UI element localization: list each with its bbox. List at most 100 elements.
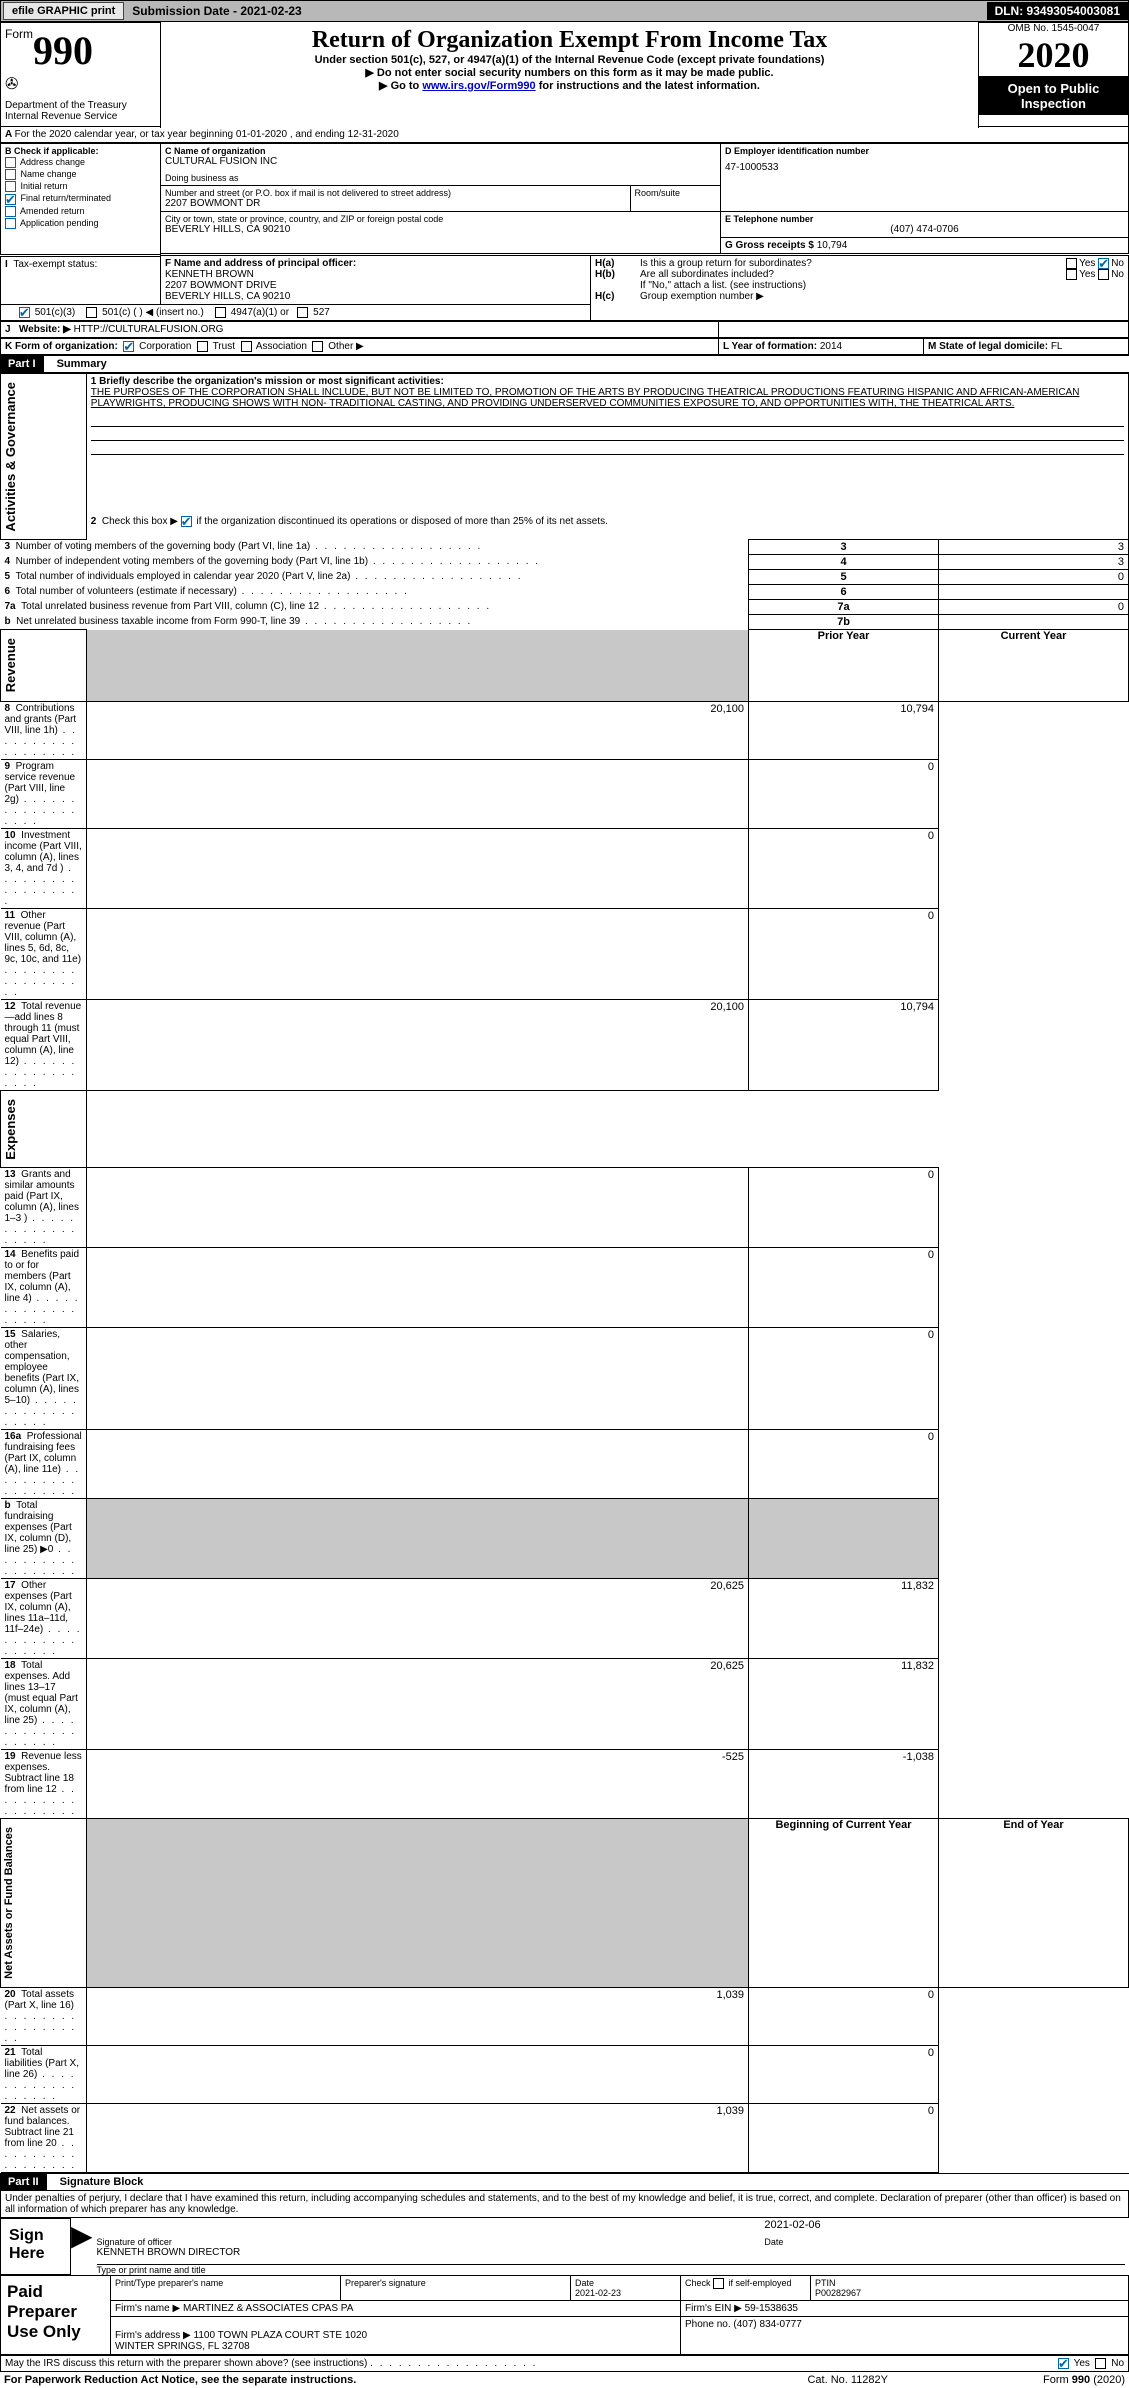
discuss-answer: Yes No [989, 2356, 1129, 2372]
efile-print-button[interactable]: efile GRAPHIC print [3, 2, 124, 20]
money-line: 8 Contributions and grants (Part VIII, l… [1, 701, 1129, 759]
line2-checkbox[interactable] [181, 516, 192, 527]
box-g: G Gross receipts $ 10,794 [721, 238, 1129, 254]
box-i: I Tax-exempt status: [1, 256, 161, 304]
501c-checkbox[interactable] [86, 307, 97, 318]
footer-left: For Paperwork Reduction Act Notice, see … [0, 2372, 755, 2388]
name-label: C Name of organization [165, 146, 716, 156]
discuss-question: May the IRS discuss this return with the… [1, 2356, 989, 2372]
part2-header: Part II Signature Block [0, 2173, 1129, 2191]
527-checkbox[interactable] [297, 307, 308, 318]
part1-body: Activities & Governance 1 Briefly descri… [0, 373, 1129, 2173]
room-label: Room/suite [630, 186, 720, 211]
box-b-title: B Check if applicable: [5, 146, 156, 156]
side-revenue: Revenue [1, 630, 87, 701]
money-line: 14 Benefits paid to or for members (Part… [1, 1248, 1129, 1328]
hb-yes-checkbox[interactable] [1066, 269, 1077, 280]
corp-checkbox[interactable] [123, 341, 134, 352]
gov-line: 6 Total number of volunteers (estimate i… [1, 585, 1129, 600]
side-expenses: Expenses [1, 1090, 87, 1168]
top-bar: efile GRAPHIC print Submission Date - 20… [0, 0, 1129, 22]
box-e: E Telephone number (407) 474-0706 [721, 212, 1129, 238]
dept-treasury: Department of the Treasury Internal Reve… [5, 100, 156, 122]
hb-note: If "No," attach a list. (see instruction… [640, 280, 1124, 291]
side-governance: Activities & Governance [1, 373, 87, 540]
money-line: 17 Other expenses (Part IX, column (A), … [1, 1579, 1129, 1659]
self-employed-checkbox[interactable] [713, 2278, 724, 2289]
boxb-item: Address change [5, 157, 156, 168]
money-line: 11 Other revenue (Part VIII, column (A),… [1, 908, 1129, 999]
side-net: Net Assets or Fund Balances [1, 1819, 87, 1988]
ha-yes-checkbox[interactable] [1066, 258, 1077, 269]
form-subtitle: Under section 501(c), 527, or 4947(a)(1)… [169, 54, 970, 66]
box-c-addr: Number and street (or P.O. box if mail i… [161, 186, 721, 212]
officer-label: F Name and address of principal officer: [165, 258, 356, 269]
money-line: 15 Salaries, other compensation, employe… [1, 1328, 1129, 1430]
self-emp-cell: Check if self-employed [681, 2276, 811, 2301]
box-f: F Name and address of principal officer:… [161, 255, 591, 304]
4947-checkbox[interactable] [215, 307, 226, 318]
ha-no-checkbox[interactable] [1098, 258, 1109, 269]
name-title-label: Type or print name and title [97, 2265, 1125, 2275]
phone-label: E Telephone number [725, 214, 1124, 224]
irs-link[interactable]: www.irs.gov/Form990 [422, 80, 535, 92]
sig-label: Signature of officer [97, 2237, 765, 2247]
discuss-yes-checkbox[interactable] [1058, 2358, 1069, 2369]
trust-checkbox[interactable] [197, 341, 208, 352]
boxb-checkbox-5[interactable] [5, 218, 16, 229]
sign-arrow-icon: ▶ [71, 2219, 93, 2275]
submission-date: Submission Date - 2021-02-23 [126, 4, 307, 18]
date-label: Date [764, 2237, 1124, 2247]
phone-value: (407) 474-0706 [725, 224, 1124, 235]
officer-signature-line[interactable] [97, 2219, 765, 2237]
boxb-checkbox-1[interactable] [5, 169, 16, 180]
gov-line: 7a Total unrelated business revenue from… [1, 600, 1129, 615]
paid-preparer-block: Paid Preparer Use Only Print/Type prepar… [0, 2275, 1129, 2355]
box-j: J Website: ▶ HTTP://CULTURALFUSION.ORG [1, 321, 719, 337]
gov-line: 3 Number of voting members of the govern… [1, 540, 1129, 555]
firm-ein-cell: Firm's EIN ▶ 59-1538635 [681, 2301, 1129, 2317]
sign-here-label: Sign Here [1, 2219, 71, 2275]
footer: For Paperwork Reduction Act Notice, see … [0, 2372, 1129, 2388]
money-line: 9 Program service revenue (Part VIII, li… [1, 759, 1129, 828]
ein-label: D Employer identification number [725, 146, 1124, 156]
gov-line: b Net unrelated business taxable income … [1, 615, 1129, 630]
title-cell: Return of Organization Exempt From Incom… [161, 23, 979, 127]
form-990-number: 990 [33, 28, 93, 73]
money-line: 12 Total revenue—add lines 8 through 11 … [1, 999, 1129, 1090]
discuss-no-checkbox[interactable] [1095, 2358, 1106, 2369]
box-m: M State of legal domicile: FL [924, 338, 1129, 354]
box-c-name: C Name of organization CULTURAL FUSION I… [161, 144, 721, 186]
omb-number: OMB No. 1545-0047 [979, 23, 1128, 34]
boxb-checkbox-3[interactable] [5, 194, 16, 205]
boxb-checkbox-0[interactable] [5, 157, 16, 168]
form-header: Form990 ✇ Department of the Treasury Int… [0, 22, 1129, 127]
part1-label: Part I [0, 356, 44, 372]
501c3-checkbox[interactable] [19, 307, 30, 318]
begin-year-header: Beginning of Current Year [749, 1819, 939, 1988]
part1-header: Part I Summary [0, 355, 1129, 373]
other-checkbox[interactable] [312, 341, 323, 352]
line1: 1 Briefly describe the organization's mi… [86, 373, 1128, 513]
hb-no-checkbox[interactable] [1098, 269, 1109, 280]
tax-year: 2020 [979, 34, 1128, 77]
box-c-city: City or town, state or province, country… [161, 212, 721, 254]
prior-year-header: Prior Year [749, 630, 939, 701]
line-a: A For the 2020 calendar year, or tax yea… [1, 127, 1129, 143]
gov-line: 4 Number of independent voting members o… [1, 555, 1129, 570]
money-line: 19 Revenue less expenses. Subtract line … [1, 1750, 1129, 1819]
gov-line: 5 Total number of individuals employed i… [1, 570, 1129, 585]
boxb-item: Amended return [5, 206, 156, 217]
gross-value: 10,794 [817, 240, 848, 251]
year-box-cell: OMB No. 1545-0047 2020 Open to Public In… [979, 23, 1129, 127]
sign-block: Sign Here ▶ 2021-02-06 Signature of offi… [0, 2218, 1129, 2275]
box-k: K Form of organization: Corporation Trus… [1, 338, 719, 354]
money-line: b Total fundraising expenses (Part IX, c… [1, 1499, 1129, 1579]
form-title: Return of Organization Exempt From Incom… [169, 27, 970, 54]
addr-value: 2207 BOWMONT DR [165, 198, 626, 209]
assoc-checkbox[interactable] [241, 341, 252, 352]
boxb-checkbox-4[interactable] [5, 206, 16, 217]
form-word: Form [5, 27, 33, 41]
money-line: 22 Net assets or fund balances. Subtract… [1, 2104, 1129, 2173]
ptin-cell: PTINP00282967 [811, 2276, 1129, 2301]
